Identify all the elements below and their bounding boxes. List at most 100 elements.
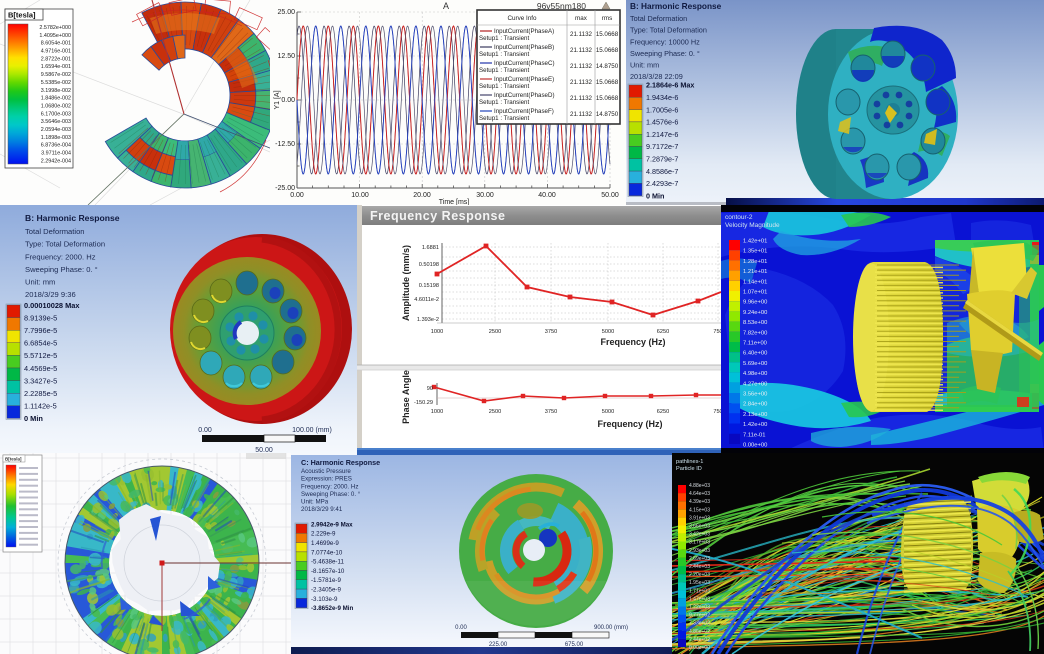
svg-text:Setup1 : Transient: Setup1 : Transient <box>479 83 529 90</box>
svg-text:8.9139e-5: 8.9139e-5 <box>24 313 57 322</box>
svg-text:contour-2: contour-2 <box>725 214 753 221</box>
svg-text:15.0668: 15.0668 <box>596 47 619 54</box>
svg-text:0.00010028 Max: 0.00010028 Max <box>24 301 80 310</box>
svg-text:14.8750: 14.8750 <box>596 111 619 118</box>
svg-text:3.42e+03: 3.42e+03 <box>689 532 710 538</box>
svg-text:1.9434e-6: 1.9434e-6 <box>646 93 678 102</box>
svg-text:0.00: 0.00 <box>455 625 467 631</box>
svg-text:96v55nm180: 96v55nm180 <box>537 1 586 11</box>
svg-text:C: Harmonic Response: C: Harmonic Response <box>301 458 380 467</box>
svg-text:21.1132: 21.1132 <box>570 95 592 102</box>
svg-text:7.33e+02: 7.33e+02 <box>689 621 710 627</box>
svg-text:1.28e+01: 1.28e+01 <box>743 259 767 265</box>
svg-text:Setup1 : Transient: Setup1 : Transient <box>479 51 529 58</box>
svg-text:750: 750 <box>713 329 721 335</box>
svg-text:B: Harmonic Response: B: Harmonic Response <box>630 1 722 11</box>
svg-text:2018/3/28 22:09: 2018/3/28 22:09 <box>630 72 683 81</box>
svg-text:max: max <box>575 15 588 22</box>
svg-text:2.2285e-5: 2.2285e-5 <box>24 389 57 398</box>
svg-text:Setup1 : Transient: Setup1 : Transient <box>479 35 529 42</box>
svg-text:2018/3/29 9:36: 2018/3/29 9:36 <box>25 290 76 299</box>
svg-text:4.9716e-001: 4.9716e-001 <box>41 49 71 55</box>
svg-text:1.22e+03: 1.22e+03 <box>689 605 710 611</box>
svg-text:5000: 5000 <box>602 329 614 335</box>
svg-text:2.13e+00: 2.13e+00 <box>743 412 767 418</box>
svg-text:3.9711e-004: 3.9711e-004 <box>41 151 71 157</box>
svg-text:Total Deformation: Total Deformation <box>630 14 687 23</box>
svg-text:1.6594e-001: 1.6594e-001 <box>41 64 71 70</box>
svg-text:0.15198: 0.15198 <box>419 283 439 289</box>
svg-text:2.8722e-001: 2.8722e-001 <box>41 56 71 62</box>
svg-text:2.229e-9: 2.229e-9 <box>311 531 336 538</box>
svg-text:2500: 2500 <box>489 329 501 335</box>
svg-text:6.6854e-5: 6.6854e-5 <box>24 339 57 348</box>
svg-text:Type: Total Deformation: Type: Total Deformation <box>630 26 707 35</box>
svg-text:0.00: 0.00 <box>281 97 295 104</box>
svg-text:2.44e+03: 2.44e+03 <box>689 564 710 570</box>
svg-text:1.393e-2: 1.393e-2 <box>417 317 439 323</box>
svg-text:Frequency: 2000. Hz: Frequency: 2000. Hz <box>301 483 358 490</box>
svg-text:2.0594e-003: 2.0594e-003 <box>41 127 71 133</box>
svg-text:4.8586e-7: 4.8586e-7 <box>646 167 678 176</box>
svg-text:InputCurrent(PhaseD): InputCurrent(PhaseD) <box>494 92 555 99</box>
svg-text:50.00: 50.00 <box>255 447 273 454</box>
svg-text:0.50198: 0.50198 <box>419 262 439 268</box>
svg-text:2.84e+00: 2.84e+00 <box>743 402 767 408</box>
svg-text:-5.4638e-11: -5.4638e-11 <box>311 559 344 566</box>
svg-text:15.0668: 15.0668 <box>596 79 619 86</box>
svg-text:7.82e+00: 7.82e+00 <box>743 330 767 336</box>
svg-text:21.1132: 21.1132 <box>570 79 592 86</box>
svg-text:-25.00: -25.00 <box>275 185 295 192</box>
svg-text:Unit: MPa: Unit: MPa <box>301 499 329 506</box>
svg-text:Sweeping Phase: 0. °: Sweeping Phase: 0. ° <box>301 491 361 498</box>
svg-text:1.6881: 1.6881 <box>422 245 439 251</box>
svg-text:4.39e+03: 4.39e+03 <box>689 499 710 505</box>
svg-text:InputCurrent(PhaseF): InputCurrent(PhaseF) <box>494 108 554 115</box>
svg-text:7.11e-01: 7.11e-01 <box>743 432 765 438</box>
svg-text:-1.5781e-9: -1.5781e-9 <box>311 577 341 584</box>
svg-text:-3.8652e-9 Min: -3.8652e-9 Min <box>311 605 354 612</box>
svg-text:225.00: 225.00 <box>489 642 508 648</box>
svg-text:1.4095e+000: 1.4095e+000 <box>39 33 71 39</box>
svg-text:1.42e+01: 1.42e+01 <box>743 239 767 245</box>
svg-text:1.7005e-6: 1.7005e-6 <box>646 105 678 114</box>
svg-text:1.71e+03: 1.71e+03 <box>689 588 710 594</box>
svg-text:Sweeping Phase: 0. °: Sweeping Phase: 0. ° <box>630 49 700 58</box>
svg-text:A: A <box>443 1 449 11</box>
svg-text:1.1898e-003: 1.1898e-003 <box>41 135 71 141</box>
svg-text:3.56e+00: 3.56e+00 <box>743 392 767 398</box>
svg-text:5.5712e-5: 5.5712e-5 <box>24 351 57 360</box>
svg-text:2.2942e-004: 2.2942e-004 <box>41 158 71 164</box>
svg-text:B[tesla]: B[tesla] <box>5 457 22 462</box>
svg-text:9.24e+00: 9.24e+00 <box>743 310 767 316</box>
svg-text:0.00e+00: 0.00e+00 <box>689 645 710 651</box>
svg-text:Setup1 : Transient: Setup1 : Transient <box>479 99 529 106</box>
svg-text:Frequency (Hz): Frequency (Hz) <box>597 419 662 429</box>
svg-text:3.17e+03: 3.17e+03 <box>689 540 710 546</box>
svg-text:2.69e+03: 2.69e+03 <box>689 556 710 562</box>
svg-text:B[tesla]: B[tesla] <box>8 11 36 20</box>
svg-text:2.5782e+000: 2.5782e+000 <box>39 25 71 31</box>
svg-text:2.4293e-7: 2.4293e-7 <box>646 179 678 188</box>
svg-text:4.88e+03: 4.88e+03 <box>689 483 710 489</box>
svg-text:1.42e+00: 1.42e+00 <box>743 422 767 428</box>
svg-text:50.00: 50.00 <box>601 192 619 199</box>
svg-text:900.00 (mm): 900.00 (mm) <box>594 625 628 631</box>
svg-text:Frequency: 10000 Hz: Frequency: 10000 Hz <box>630 37 700 46</box>
svg-text:3.1998e-002: 3.1998e-002 <box>41 88 71 94</box>
svg-text:-150.29: -150.29 <box>414 400 433 406</box>
svg-text:6250: 6250 <box>657 329 669 335</box>
svg-text:Y1 [A]: Y1 [A] <box>274 90 281 109</box>
svg-text:1.8486e-002: 1.8486e-002 <box>41 96 71 102</box>
svg-text:Phase Angle: Phase Angle <box>401 370 411 424</box>
svg-text:0 Min: 0 Min <box>24 414 43 423</box>
svg-text:21.1132: 21.1132 <box>570 47 592 54</box>
svg-text:2.93e+03: 2.93e+03 <box>689 548 710 554</box>
svg-text:-12.50: -12.50 <box>275 141 295 148</box>
svg-text:100.00 (mm): 100.00 (mm) <box>292 427 332 434</box>
svg-text:5.69e+00: 5.69e+00 <box>743 361 767 367</box>
svg-text:Amplitude (mm/s): Amplitude (mm/s) <box>401 245 411 321</box>
svg-text:3.91e+03: 3.91e+03 <box>689 515 710 521</box>
svg-text:7.11e+00: 7.11e+00 <box>743 341 767 347</box>
svg-text:9.77e+02: 9.77e+02 <box>689 613 710 619</box>
